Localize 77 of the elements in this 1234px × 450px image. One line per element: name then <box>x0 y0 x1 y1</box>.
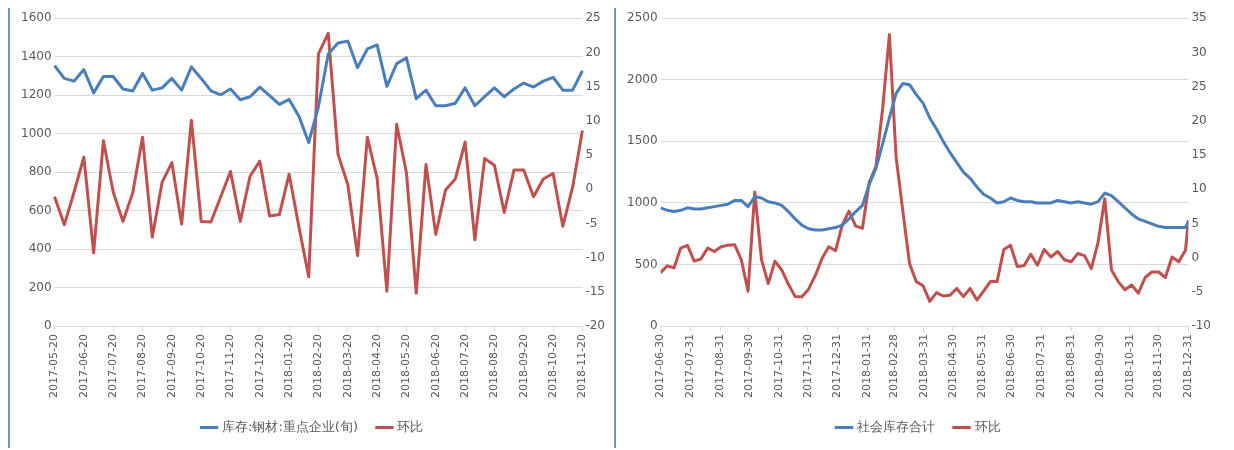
y2-tick-label: 25 <box>1191 78 1207 93</box>
x-tick-label: 2017-07-20 <box>106 334 120 399</box>
x-tick-label: 2018-09-30 <box>1092 334 1106 399</box>
y2-tick-label: 0 <box>585 181 594 196</box>
x-tick-label: 2018-11-30 <box>1151 334 1165 399</box>
x-tick-label: 2018-07-31 <box>1034 334 1048 399</box>
y2-tick-label: 35 <box>1191 10 1207 25</box>
x-tick-label: 2018-10-31 <box>1122 334 1136 399</box>
x-tick-label: 2017-11-30 <box>800 334 814 399</box>
y-tick-label: 1500 <box>626 133 658 148</box>
x-tick-label: 2017-12-20 <box>252 334 266 399</box>
y2-tick-label: 20 <box>585 44 601 59</box>
x-tick-label: 2018-02-20 <box>311 334 325 399</box>
x-tick-label: 2018-06-30 <box>1004 334 1018 399</box>
y2-tick-label: 25 <box>585 10 601 25</box>
y-tick-label: 2000 <box>626 71 658 86</box>
y2-tick-label: -10 <box>1191 318 1212 333</box>
y2-tick-label: -20 <box>585 318 606 333</box>
y2-tick-label: 20 <box>1191 112 1207 127</box>
x-tick-label: 2018-05-31 <box>975 334 989 399</box>
x-tick-label: 2018-01-20 <box>282 334 295 399</box>
y-tick-label: 1400 <box>20 48 52 63</box>
x-tick-label: 2017-07-31 <box>683 334 697 399</box>
x-tick-label: 2017-06-30 <box>653 334 667 399</box>
y2-tick-label: -5 <box>585 215 598 230</box>
x-tick-label: 2018-05-20 <box>399 334 413 399</box>
x-tick-label: 2017-10-20 <box>194 334 208 399</box>
x-tick-label: 2018-02-28 <box>887 334 901 399</box>
x-tick-label: 2017-08-20 <box>135 334 149 399</box>
y-tick-label: 500 <box>634 256 658 271</box>
legend-label: 社会库存合计 <box>857 418 935 434</box>
y-tick-label: 1000 <box>626 195 658 210</box>
y2-tick-label: 15 <box>1191 147 1207 162</box>
x-tick-label: 2017-08-31 <box>713 334 727 399</box>
y2-tick-label: -15 <box>585 283 606 298</box>
y-tick-label: 200 <box>28 279 52 294</box>
x-tick-label: 2017-12-31 <box>830 334 844 399</box>
x-tick-label: 2018-01-31 <box>860 334 874 399</box>
y2-tick-label: 15 <box>585 78 601 93</box>
y-tick-label: 1600 <box>20 10 52 25</box>
x-tick-label: 2017-10-31 <box>771 334 785 399</box>
y2-tick-label: 10 <box>585 112 601 127</box>
y-tick-label: 1000 <box>20 125 52 140</box>
y-tick-label: 2500 <box>626 10 658 25</box>
x-tick-label: 2017-09-20 <box>164 334 178 399</box>
x-tick-label: 2018-04-20 <box>369 334 383 399</box>
x-tick-label: 2017-06-20 <box>76 334 90 399</box>
y2-tick-label: -10 <box>585 249 606 264</box>
x-tick-label: 2018-08-20 <box>487 334 501 399</box>
legend-label: 环比 <box>974 418 1001 434</box>
x-tick-label: 2017-05-20 <box>47 334 61 399</box>
legend-label: 环比 <box>397 418 424 434</box>
y2-tick-label: 10 <box>1191 181 1207 196</box>
x-tick-label: 2018-06-20 <box>428 334 442 399</box>
y2-tick-label: -5 <box>1191 283 1204 298</box>
y-tick-label: 800 <box>28 164 52 179</box>
x-tick-label: 2018-12-31 <box>1181 334 1195 399</box>
y2-tick-label: 0 <box>1191 249 1200 264</box>
x-tick-label: 2018-04-30 <box>945 334 959 399</box>
y-tick-label: 0 <box>649 318 658 333</box>
x-tick-label: 2018-11-20 <box>575 334 589 399</box>
x-tick-label: 2017-09-30 <box>741 334 755 399</box>
legend-label: 库存:钢材:重点企业(旬) <box>222 418 358 434</box>
x-tick-label: 2018-10-20 <box>545 334 559 399</box>
x-tick-label: 2018-08-31 <box>1063 334 1077 399</box>
x-tick-label: 2018-07-20 <box>457 334 471 399</box>
x-tick-label: 2018-03-31 <box>916 334 930 399</box>
y2-tick-label: 30 <box>1191 44 1207 59</box>
y2-tick-label: 5 <box>585 147 594 162</box>
x-tick-label: 2018-03-20 <box>340 334 354 399</box>
x-tick-label: 2018-09-20 <box>516 334 530 399</box>
y-tick-label: 400 <box>28 241 52 256</box>
x-tick-label: 2017-11-20 <box>223 334 237 399</box>
y-tick-label: 1200 <box>20 87 52 102</box>
y-tick-label: 600 <box>28 202 52 217</box>
y2-tick-label: 5 <box>1191 215 1200 230</box>
y-tick-label: 0 <box>43 318 52 333</box>
